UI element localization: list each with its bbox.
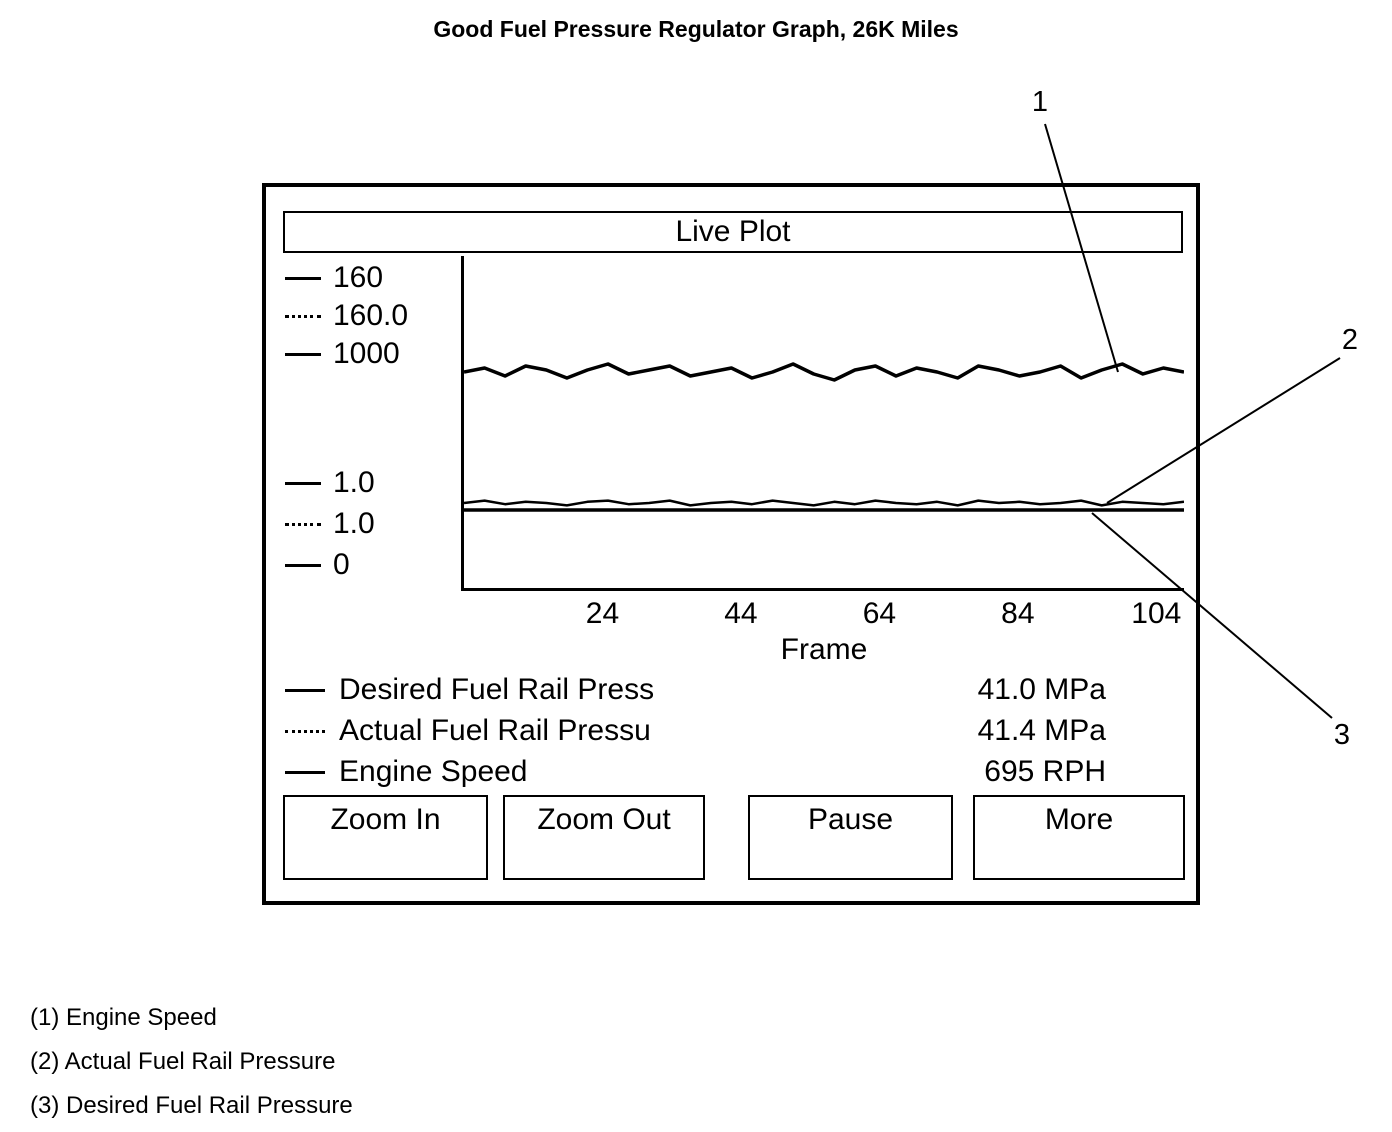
legend-tick-3 <box>285 771 325 774</box>
y-axis-tick-1 <box>285 277 321 280</box>
button-pause[interactable]: Pause <box>748 795 953 880</box>
button-zoom-out[interactable]: Zoom Out <box>503 795 705 880</box>
live-plot-header: Live Plot <box>283 211 1183 253</box>
callout-number-2: 2 <box>1341 324 1359 356</box>
figure-title: Good Fuel Pressure Regulator Graph, 26K … <box>433 16 959 42</box>
x-axis-tick-label-5: 104 <box>1131 597 1182 630</box>
legend-label-1: Desired Fuel Rail Press <box>339 673 655 706</box>
x-axis-tick-label-4: 84 <box>1001 597 1035 630</box>
footnote-3: (3) Desired Fuel Rail Pressure <box>30 1092 353 1119</box>
footnote-1: (1) Engine Speed <box>30 1004 217 1031</box>
x-axis-label: Frame <box>780 633 868 666</box>
legend-tick-2 <box>285 730 325 733</box>
trace-engine-speed <box>464 362 1184 382</box>
legend-label-3: Engine Speed <box>339 755 528 788</box>
legend-value-1: 41.0 MPa <box>977 673 1106 706</box>
plot-traces <box>464 362 1184 512</box>
callout-number-1: 1 <box>1031 86 1049 118</box>
footnote-2: (2) Actual Fuel Rail Pressure <box>30 1048 336 1075</box>
legend-value-2: 41.4 MPa <box>977 714 1106 747</box>
y-axis-tick-6 <box>285 564 321 567</box>
legend-tick-1 <box>285 689 325 692</box>
y-axis-tick-label-5: 1.0 <box>333 507 375 540</box>
plot-area <box>461 256 1184 591</box>
button-more[interactable]: More <box>973 795 1185 880</box>
x-axis-tick-label-1: 24 <box>585 597 620 630</box>
button-zoom-in[interactable]: Zoom In <box>283 795 488 880</box>
y-axis-tick-label-4: 1.0 <box>333 466 375 499</box>
y-axis-tick-label-2: 160.0 <box>333 299 409 332</box>
y-axis-tick-label-3: 1000 <box>333 337 400 370</box>
x-axis-tick-label-3: 64 <box>862 597 897 630</box>
legend-value-3: 695 RPH <box>984 755 1106 788</box>
callout-number-3: 3 <box>1333 719 1351 751</box>
x-axis-tick-label-2: 44 <box>724 597 758 630</box>
y-axis-tick-2 <box>285 315 321 318</box>
y-axis-tick-label-1: 160 <box>333 261 384 294</box>
legend-label-2: Actual Fuel Rail Pressu <box>339 714 651 747</box>
y-axis-tick-4 <box>285 482 321 485</box>
y-axis-tick-label-6: 0 <box>333 548 350 581</box>
trace-actual-fuel-rail-pressure <box>464 499 1184 507</box>
y-axis-tick-3 <box>285 353 321 356</box>
y-axis-tick-5 <box>285 523 321 526</box>
live-plot-title: Live Plot <box>675 215 791 248</box>
scan-tool-screen-frame: Live Plot Frame 160 160.0 1000 1.0 1.0 0 24 44 6… <box>262 183 1200 905</box>
